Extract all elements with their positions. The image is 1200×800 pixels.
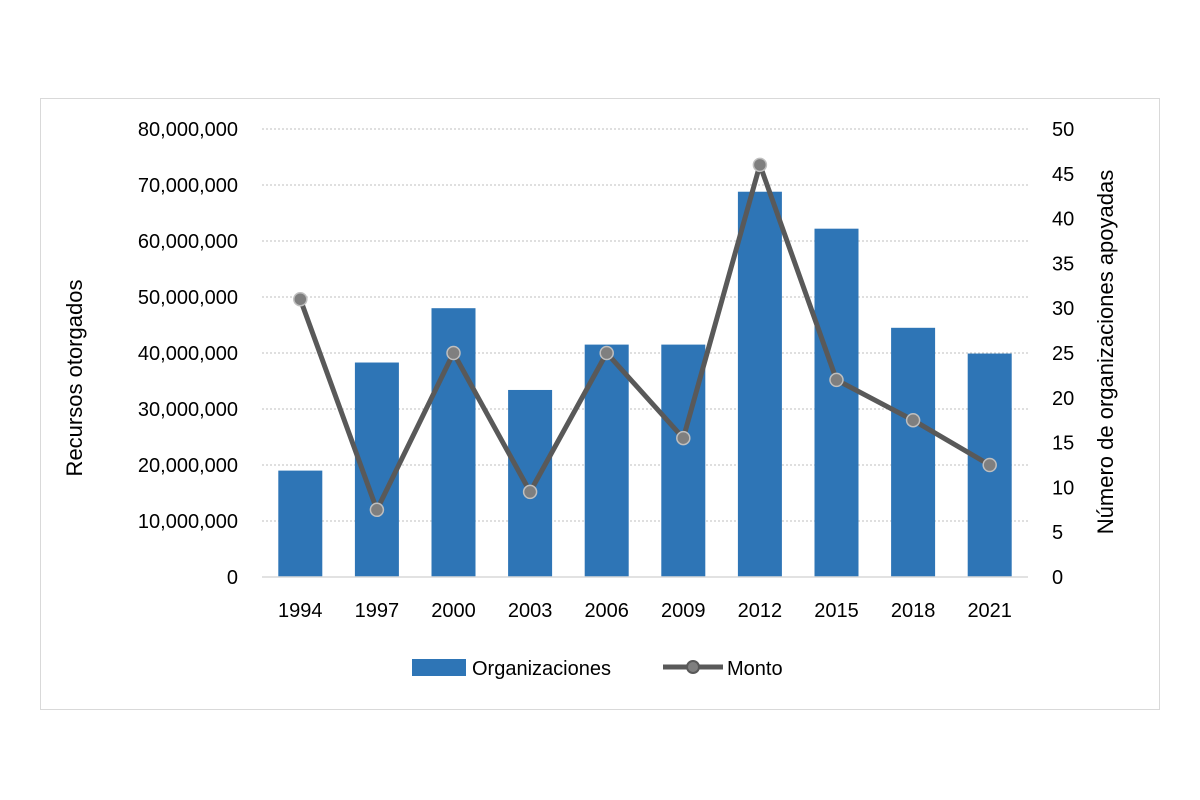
legend-label-organizaciones: Organizaciones [472,658,611,680]
y-tick-label: 20,000,000 [138,455,238,477]
monto-point [599,345,614,361]
x-tick-label: 1997 [355,600,400,622]
bar-series [278,191,1012,577]
x-tick-label: 1994 [278,600,323,622]
y-axis-left: 0 10,000,000 20,000,000 30,000,000 40,000,00… [138,119,238,589]
bar [508,389,553,577]
y2-tick-label: 0 [1052,567,1063,589]
monto-line [297,162,991,513]
y2-tick-label: 10 [1052,477,1074,499]
monto-point [829,372,844,388]
monto-point [522,484,538,500]
y-tick-label: 70,000,000 [138,175,238,197]
legend-label-monto: Monto [727,658,783,680]
x-tick-label: 2018 [891,600,936,622]
monto-point [293,291,308,307]
y2-tick-label: 35 [1052,253,1074,275]
y2-tick-label: 15 [1052,433,1074,455]
x-tick-label: 2003 [508,600,553,622]
y2-tick-label: 40 [1052,209,1074,231]
monto-point [369,502,385,518]
y2-tick-label: 5 [1052,522,1063,544]
monto-point [982,457,997,473]
y-tick-label: 0 [227,567,238,589]
x-axis: 1994 1997 2000 2003 2006 2009 2012 2015 2018 2021 [262,576,1028,622]
x-tick-label: 2009 [661,600,706,622]
y-axis-right: 0 5 10 15 20 25 30 35 40 45 50 [1052,119,1074,589]
bar [737,191,782,577]
y2-tick-label: 50 [1052,119,1074,141]
y-tick-label: 80,000,000 [138,119,238,141]
x-tick-label: 2015 [814,600,859,622]
y-tick-label: 30,000,000 [138,399,238,421]
x-tick-label: 2012 [738,600,783,622]
legend-swatch-organizaciones [412,659,466,676]
monto-point [752,157,768,173]
y2-tick-label: 45 [1052,164,1074,186]
legend: Organizaciones Monto [412,658,783,680]
bar [278,470,323,577]
y-axis-title: Recursos otorgados [62,280,87,477]
monto-point [905,412,921,428]
y-tick-label: 10,000,000 [138,511,238,533]
bar [891,327,936,577]
bar [814,228,859,577]
monto-point [676,430,691,446]
x-tick-label: 2021 [967,600,1012,622]
y2-axis-title: Número de organizaciones apoyadas [1093,170,1118,534]
monto-point [446,345,461,361]
x-tick-label: 2000 [431,600,476,622]
y-tick-label: 40,000,000 [138,343,238,365]
legend-swatch-monto-marker [686,660,700,674]
y2-tick-label: 25 [1052,343,1074,365]
x-tick-label: 2006 [584,600,629,622]
y2-tick-label: 20 [1052,388,1074,410]
line-series [293,157,997,518]
y-tick-label: 50,000,000 [138,287,238,309]
y2-tick-label: 30 [1052,298,1074,320]
y-tick-label: 60,000,000 [138,231,238,253]
